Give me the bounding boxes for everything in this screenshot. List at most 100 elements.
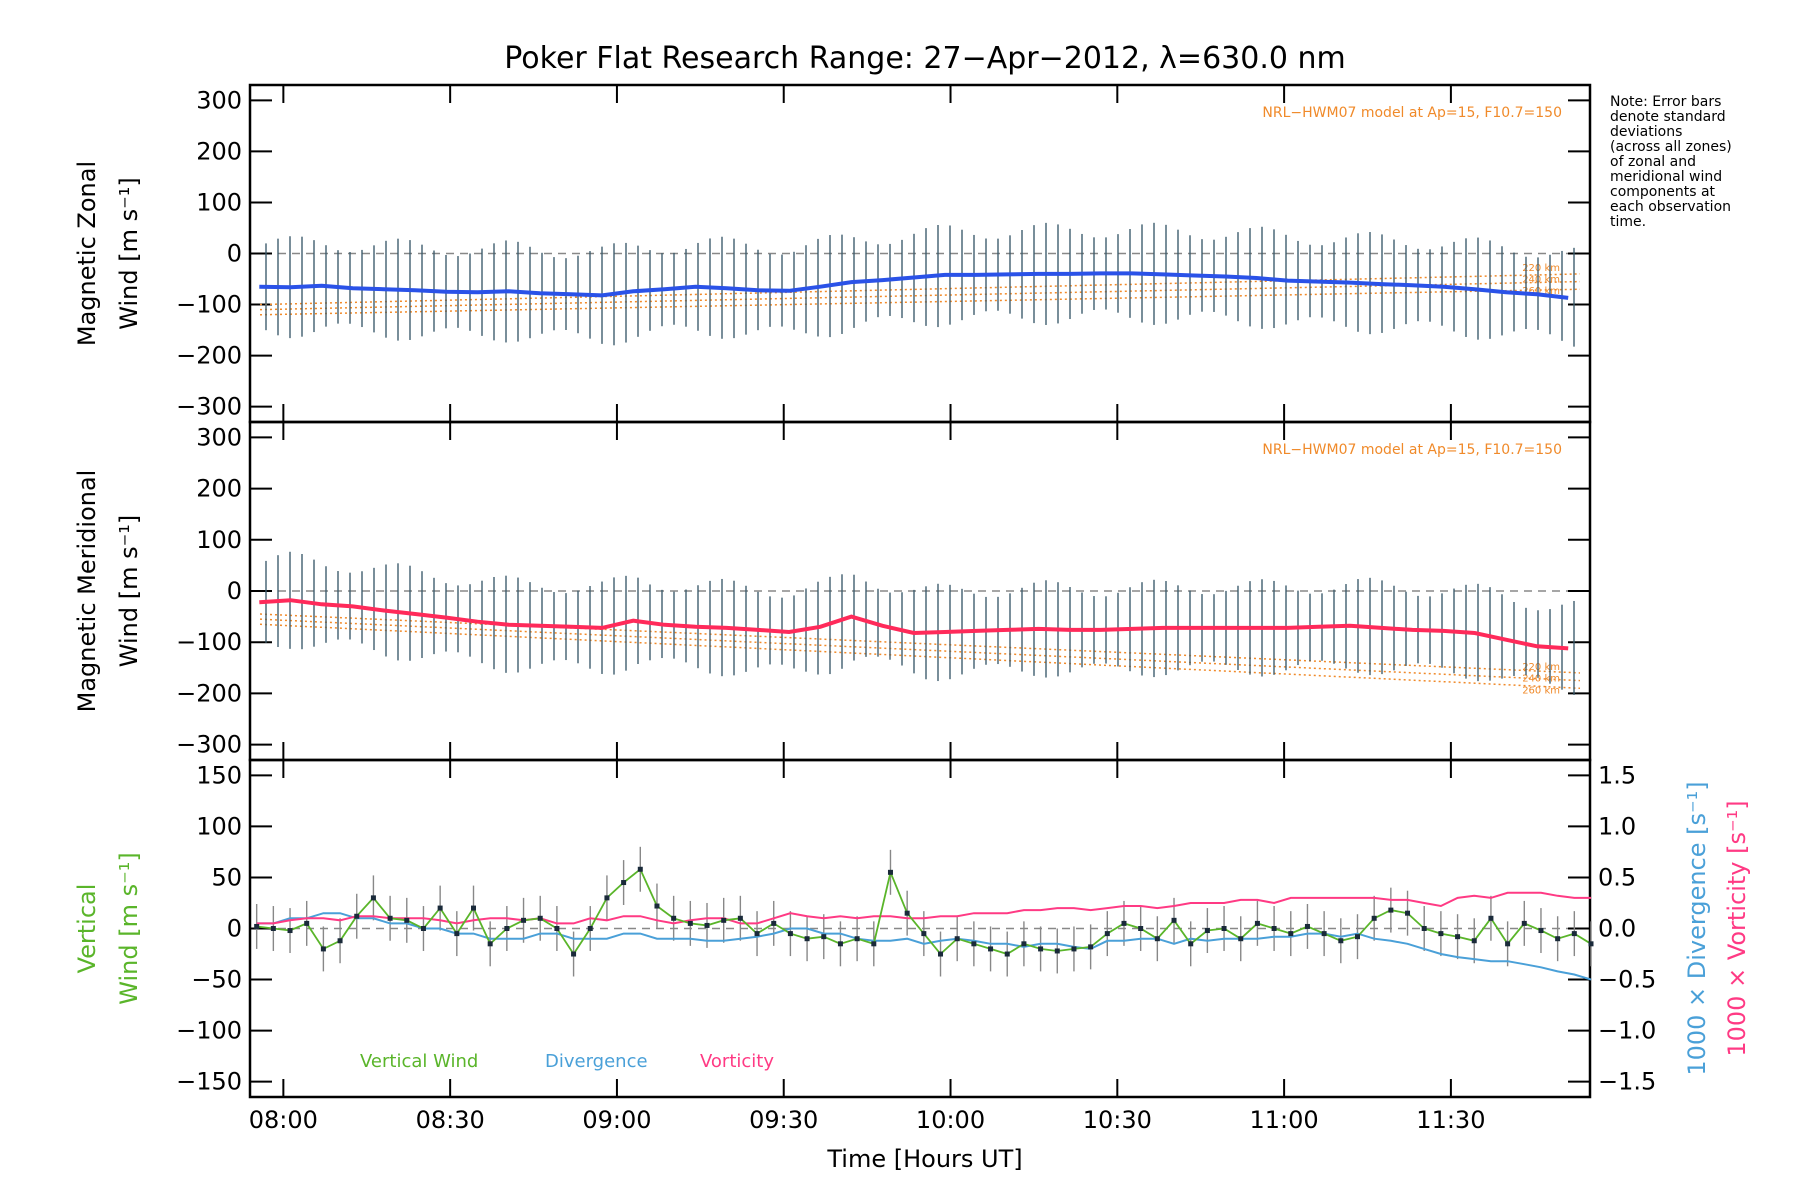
vertical-wind-point — [787, 931, 793, 937]
model-line — [259, 273, 1581, 306]
model-line — [259, 288, 1581, 316]
vertical-wind-point — [1488, 915, 1494, 921]
vertical-wind-point — [1354, 934, 1360, 940]
vertical-wind-point — [1288, 931, 1294, 937]
x-axis-title: Time [Hours UT] — [826, 1145, 1022, 1173]
panel-1: 300 200 100 0 −100 −200 −300 Magnetic Meridiona… — [73, 420, 1592, 762]
x-tick-label: 10:30 — [1083, 1106, 1152, 1134]
vertical-wind-point — [938, 951, 944, 957]
y-tick-label: 50 — [211, 863, 242, 891]
vertical-wind-point — [721, 917, 727, 923]
vertical-wind-point — [354, 913, 360, 919]
y-tick-label: 100 — [196, 812, 242, 840]
model-altitude-label: 220 km — [1522, 263, 1560, 274]
vertical-wind-point — [1505, 941, 1511, 947]
vertical-wind-point — [1521, 920, 1527, 926]
vertical-wind-point — [471, 905, 477, 911]
vertical-wind-point — [1004, 951, 1010, 957]
y2-tick-label: 1.5 — [1598, 761, 1636, 789]
y-tick-label: 300 — [196, 423, 242, 451]
vertical-wind-point — [571, 951, 577, 957]
vertical-wind-point — [1154, 936, 1160, 942]
vertical-wind-point — [420, 926, 426, 931]
chart-title: Poker Flat Research Range: 27−Apr−2012, … — [504, 41, 1345, 76]
vertical-wind-point — [1438, 931, 1444, 937]
vertical-wind-point — [320, 946, 326, 952]
y-tick-label: −50 — [191, 966, 242, 994]
vertical-wind-point — [1171, 917, 1177, 923]
vertical-wind-point — [1038, 946, 1044, 952]
vertical-wind-point — [988, 946, 994, 952]
vertical-wind-point — [387, 915, 393, 921]
vertical-wind-point — [1538, 928, 1544, 934]
y-axis-title: Magnetic Meridional — [73, 470, 101, 713]
model-altitude-label: 240 km — [1522, 674, 1560, 685]
vertical-wind-point — [1321, 931, 1327, 937]
vertical-wind-point — [1254, 920, 1260, 926]
vertical-wind-point — [1405, 910, 1411, 916]
y2-tick-label: −0.5 — [1598, 966, 1656, 994]
vertical-wind-point — [1021, 941, 1027, 947]
vertical-wind-point — [1338, 938, 1344, 944]
vertical-wind-point — [971, 941, 977, 947]
vertical-wind-point — [404, 917, 410, 923]
vertical-wind-point — [1471, 938, 1477, 944]
vertical-wind-point — [621, 880, 627, 886]
y-axis-title: Wind [m s⁻¹] — [115, 852, 143, 1004]
vertical-wind-point — [1071, 946, 1077, 952]
y2-tick-label: −1.0 — [1598, 1017, 1656, 1045]
y-tick-label: 300 — [196, 86, 242, 114]
vertical-wind-point — [921, 931, 927, 937]
model-line — [259, 618, 1581, 682]
vertical-wind-point — [1204, 928, 1210, 934]
panel-0: 300 200 100 0 −100 −200 −300 Magnetic Zonal Wind… — [73, 83, 1592, 424]
y2-tick-label: 0.0 — [1598, 915, 1636, 943]
x-tick-label: 08:30 — [416, 1106, 485, 1134]
model-altitude-label: 220 km — [1522, 662, 1560, 673]
model-altitude-label: 240 km — [1522, 275, 1560, 286]
vertical-wind-point — [270, 926, 276, 931]
y-axis-title: Wind [m s⁻¹] — [115, 177, 143, 329]
vertical-wind-point — [954, 936, 960, 942]
legend-item: Divergence — [545, 1051, 648, 1072]
vertical-wind-point — [1388, 907, 1394, 913]
vertical-wind-point — [704, 922, 710, 928]
note-line: components at — [1610, 184, 1716, 200]
vertical-wind-point — [771, 920, 777, 926]
vertical-wind-point — [1571, 931, 1577, 937]
y-tick-label: 0 — [227, 577, 242, 605]
model-altitude-label: 260 km — [1522, 685, 1560, 696]
note-line: Note: Error bars — [1610, 94, 1721, 110]
panels: 300 200 100 0 −100 −200 −300 Magnetic Zonal Wind… — [73, 83, 1751, 1134]
vertical-wind-point — [1371, 915, 1377, 921]
y-tick-label: −150 — [176, 1068, 242, 1096]
y2-tick-label: −1.5 — [1598, 1068, 1656, 1096]
vertical-wind-point — [1104, 931, 1110, 937]
model-note: NRL−HWM07 model at Ap=15, F10.7=150 — [1262, 105, 1562, 121]
x-tick-label: 10:00 — [916, 1106, 985, 1134]
note-line: deviations — [1610, 124, 1682, 140]
vertical-wind-point — [287, 928, 293, 934]
vertical-wind-point — [537, 915, 543, 921]
y-tick-label: −100 — [176, 628, 242, 656]
vertical-wind-point — [1221, 926, 1227, 931]
model-line — [259, 623, 1581, 690]
vertical-wind-point — [587, 926, 593, 931]
y-tick-label: 100 — [196, 526, 242, 554]
series-line — [259, 271, 1569, 300]
vertical-wind-point — [654, 903, 660, 909]
vertical-wind-point — [521, 917, 527, 923]
vertical-wind-point — [671, 915, 677, 921]
y-axis-title: Magnetic Zonal — [73, 161, 101, 346]
vertical-wind-point — [904, 910, 910, 916]
model-line — [259, 280, 1581, 311]
x-tick-label: 09:30 — [749, 1106, 818, 1134]
vertical-wind-point — [1121, 920, 1127, 926]
vertical-wind-point — [437, 905, 443, 911]
y2-tick-label: 1.0 — [1598, 812, 1636, 840]
vertical-wind-point — [1054, 948, 1060, 954]
vertical-wind-point — [637, 866, 643, 872]
vertical-wind-point — [554, 926, 560, 931]
